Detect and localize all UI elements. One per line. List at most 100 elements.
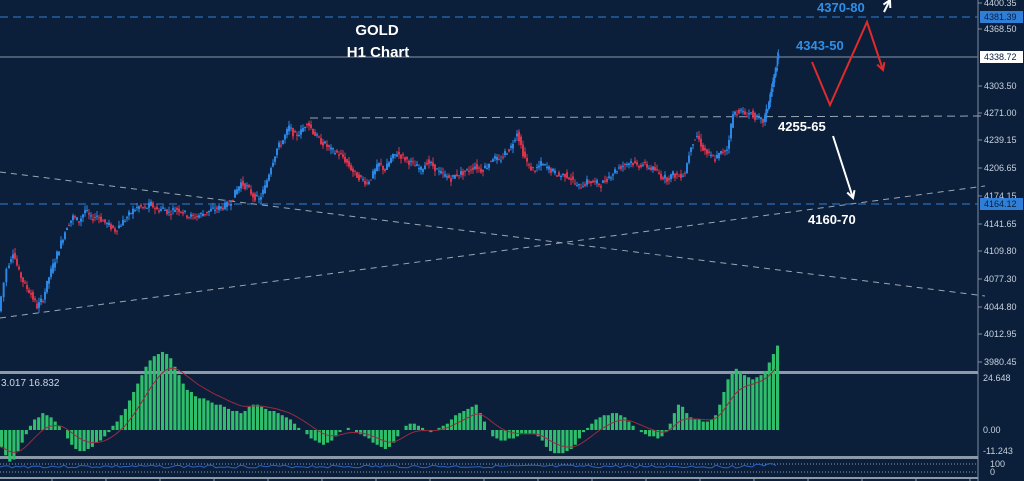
macd-histogram-bar: [714, 415, 718, 430]
macd-histogram-bar: [160, 351, 165, 430]
bear-candle: [590, 181, 592, 184]
bear-candle: [684, 173, 686, 175]
bear-candle: [456, 174, 458, 177]
macd-histogram-bar: [367, 430, 371, 439]
bear-candle: [604, 180, 606, 182]
macd-histogram-bar: [511, 430, 515, 439]
bear-candle: [498, 159, 500, 161]
bull-candle: [282, 140, 284, 145]
macd-histogram-bar: [90, 430, 94, 447]
bear-candle: [646, 164, 648, 168]
bear-candle: [92, 219, 94, 221]
bull-candle: [664, 174, 666, 179]
bull-candle: [150, 201, 152, 206]
bull-candle: [46, 280, 48, 293]
bull-candle: [300, 129, 302, 135]
bear-candle: [556, 175, 558, 177]
bull-candle: [769, 94, 772, 103]
bull-candle: [642, 164, 644, 166]
bear-candle: [360, 175, 362, 177]
bull-candle: [220, 206, 222, 209]
bull-candle: [686, 163, 688, 174]
horizontal-levels: [0, 16, 978, 205]
macd-histogram-bar: [536, 430, 540, 437]
bear-candle: [676, 173, 678, 175]
bull-candle: [418, 168, 420, 170]
bull-candle: [756, 115, 758, 117]
bull-candle: [48, 277, 50, 284]
bear-candle: [698, 135, 700, 140]
macd-histogram-bar: [231, 411, 235, 430]
macd-histogram-bar: [730, 373, 734, 430]
bull-candle: [492, 159, 494, 162]
macd-histogram-bar: [194, 396, 198, 430]
macd-histogram-bar: [462, 411, 466, 430]
bull-candle: [484, 165, 486, 169]
bear-candle: [336, 150, 338, 153]
bear-candle: [28, 289, 30, 294]
bear-candle: [170, 214, 172, 216]
macd-histogram-bar: [255, 404, 260, 430]
bull-candle: [258, 198, 260, 200]
bull-candle: [82, 214, 84, 218]
bull-candle: [136, 207, 138, 209]
bear-candle: [574, 183, 576, 185]
bear-candle: [254, 193, 256, 201]
bear-candle: [592, 180, 594, 183]
macd-histogram-bar: [177, 375, 181, 430]
bull-candle: [274, 156, 276, 162]
bull-candle: [420, 166, 422, 170]
bull-candle: [777, 53, 780, 60]
macd-histogram-bar: [346, 427, 350, 430]
price-tick-label: 4141.65: [984, 219, 1017, 229]
bear-candle: [114, 228, 116, 232]
macd-histogram-bar: [396, 430, 400, 437]
macd-histogram-bar: [185, 389, 189, 430]
bear-candle: [248, 185, 250, 188]
price-tick-label: 3980.45: [984, 357, 1017, 367]
macd-histogram-bar: [689, 417, 693, 430]
bear-candle: [318, 136, 320, 138]
bear-candle: [34, 298, 36, 301]
bull-candle: [66, 228, 68, 231]
bull-candle: [118, 225, 120, 229]
bull-candle: [474, 166, 476, 169]
bull-candle: [208, 210, 210, 213]
bear-candle: [502, 156, 504, 158]
macd-histogram-bar: [709, 419, 714, 430]
macd-histogram-bar: [499, 430, 503, 441]
bull-candle: [202, 213, 204, 217]
bull-candle: [84, 210, 86, 214]
macd-histogram-bar: [326, 430, 330, 443]
macd-histogram-bar: [520, 430, 524, 435]
bull-candle: [516, 133, 518, 137]
macd-histogram-bar: [412, 423, 416, 430]
bull-candle: [770, 88, 773, 97]
bull-candle: [772, 81, 774, 87]
bull-candle: [410, 160, 412, 162]
macd-histogram-bar: [16, 430, 20, 452]
bear-candle: [754, 113, 756, 120]
macd-histogram-bar: [681, 406, 685, 430]
macd-histogram-bar: [660, 430, 664, 437]
bear-candle: [580, 187, 582, 189]
macd-histogram-bar: [569, 430, 573, 449]
bull-candle: [72, 215, 74, 221]
macd-histogram-bar: [755, 377, 759, 430]
macd-histogram-bar: [28, 425, 32, 430]
candlesticks: [0, 49, 780, 313]
bull-candle: [466, 169, 468, 171]
bull-candle: [734, 111, 736, 115]
bull-candle: [330, 147, 332, 150]
bull-candle: [444, 174, 446, 177]
bull-candle: [374, 169, 376, 175]
bull-candle: [430, 161, 432, 163]
bull-candle: [376, 164, 378, 171]
bull-candle: [378, 162, 380, 167]
macd-histogram-bar: [408, 423, 412, 430]
bear-candle: [762, 118, 764, 123]
macd-histogram-bar: [330, 430, 334, 441]
bear-candle: [526, 157, 528, 162]
bear-candle: [660, 173, 662, 179]
bear-candle: [624, 163, 626, 165]
